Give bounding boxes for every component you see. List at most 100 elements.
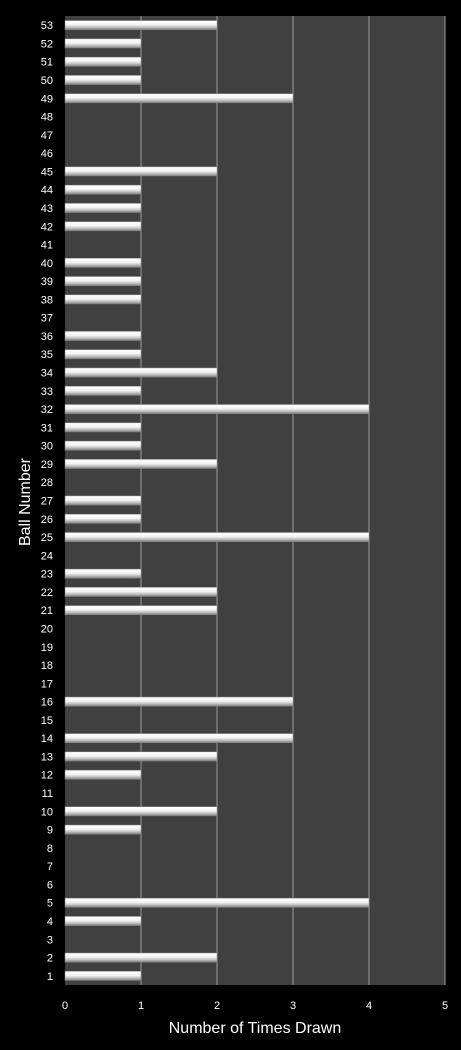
bar-ball-42: [64, 221, 142, 232]
y-tick-label: 22: [41, 587, 53, 599]
y-tick-label: 12: [41, 770, 53, 782]
y-tick-label: 2: [47, 953, 53, 965]
bar-ball-2: [64, 952, 218, 963]
bar-ball-23: [64, 568, 142, 579]
y-tick-label: 41: [41, 240, 53, 252]
bar-ball-52: [64, 38, 142, 49]
bar-ball-10: [64, 806, 218, 817]
bar-ball-9: [64, 824, 142, 835]
x-tick-label: 0: [62, 1000, 68, 1012]
y-tick-label: 19: [41, 642, 53, 654]
bar-ball-50: [64, 75, 142, 85]
y-tick-label: 44: [41, 185, 53, 197]
y-tick-label: 20: [41, 623, 53, 635]
y-tick-label: 6: [47, 879, 53, 891]
y-tick-label: 5: [47, 898, 53, 910]
bar-ball-21: [64, 605, 218, 616]
y-tick-label: 53: [41, 20, 53, 32]
y-tick-label: 16: [41, 697, 53, 709]
y-tick-label: 31: [41, 422, 53, 434]
y-tick-label: 28: [41, 477, 53, 489]
y-tick-label: 23: [41, 569, 53, 581]
y-tick-label: 11: [42, 788, 53, 800]
x-axis-title: Number of Times Drawn: [169, 1020, 342, 1037]
bar-ball-38: [64, 294, 142, 305]
y-tick-label: 48: [41, 112, 53, 124]
y-tick-label: 42: [41, 221, 53, 233]
x-tick-label: 5: [442, 1000, 448, 1012]
y-tick-label: 30: [41, 441, 53, 453]
y-tick-label: 34: [41, 368, 53, 380]
bar-ball-53: [64, 20, 218, 30]
y-tick-label: 15: [41, 715, 53, 727]
y-tick-label: 3: [47, 934, 53, 946]
y-tick-label: 14: [41, 733, 53, 745]
bar-ball-32: [64, 404, 370, 414]
y-tick-label: 51: [41, 57, 53, 69]
y-tick-label: 25: [41, 532, 53, 544]
y-tick-label: 21: [41, 605, 53, 617]
y-tick-label: 13: [41, 751, 53, 763]
y-tick-label: 32: [41, 404, 53, 416]
bar-ball-5: [64, 897, 370, 908]
bar-ball-51: [64, 56, 142, 67]
y-tick-label: 24: [41, 550, 53, 562]
y-axis-title: Ball Number: [17, 457, 34, 546]
bar-ball-30: [64, 440, 142, 451]
y-tick-label: 29: [41, 459, 53, 471]
bar-ball-13: [64, 751, 218, 762]
y-tick-label: 1: [47, 971, 53, 983]
y-tick-label: 27: [41, 496, 53, 508]
bar-ball-27: [64, 495, 142, 506]
y-tick-label: 47: [41, 130, 53, 142]
bar-ball-1: [64, 971, 142, 981]
x-tick-labels: 0 1 2 3 4 5: [62, 1000, 448, 1012]
x-tick-label: 2: [214, 1000, 220, 1012]
bar-ball-49: [64, 93, 294, 104]
bar-ball-40: [64, 258, 142, 268]
y-tick-label: 9: [47, 825, 53, 837]
bar-ball-34: [64, 367, 218, 378]
bar-ball-45: [64, 166, 218, 177]
bar-ball-35: [64, 349, 142, 360]
y-tick-label: 10: [41, 806, 53, 818]
y-tick-label: 35: [41, 349, 53, 361]
y-tick-label: 46: [41, 148, 53, 160]
y-tick-label: 37: [41, 313, 53, 325]
y-tick-label: 45: [41, 166, 53, 178]
bar-ball-25: [64, 532, 370, 542]
y-tick-label: 40: [41, 258, 53, 270]
x-tick-label: 1: [138, 1000, 144, 1012]
x-tick-label: 4: [366, 1000, 372, 1012]
y-tick-label: 7: [47, 861, 53, 873]
bar-ball-4: [64, 916, 142, 926]
y-tick-label: 52: [41, 38, 53, 50]
y-tick-label: 4: [47, 916, 53, 928]
y-tick-label: 49: [41, 93, 53, 105]
bar-ball-36: [64, 331, 142, 341]
y-tick-label: 50: [41, 75, 53, 87]
bar-ball-26: [64, 513, 142, 524]
bar-ball-14: [64, 733, 294, 744]
y-tick-label: 39: [41, 276, 53, 288]
y-tick-label: 26: [41, 514, 53, 526]
y-tick-labels: 1234567891011121314151617181920212223242…: [41, 20, 53, 983]
bar-ball-44: [64, 184, 142, 195]
y-tick-label: 8: [47, 843, 53, 855]
y-tick-label: 36: [41, 331, 53, 343]
y-tick-label: 17: [41, 678, 53, 690]
y-tick-label: 38: [41, 294, 53, 306]
bar-ball-43: [64, 203, 142, 213]
bar-ball-39: [64, 276, 142, 286]
bar-ball-12: [64, 769, 142, 780]
bar-ball-31: [64, 422, 142, 433]
y-tick-label: 33: [41, 386, 53, 398]
bar-ball-16: [64, 696, 294, 707]
bars: [64, 20, 370, 981]
y-tick-label: 18: [41, 660, 53, 672]
bar-ball-22: [64, 587, 218, 597]
bar-ball-29: [64, 459, 218, 469]
y-tick-label: 43: [41, 203, 53, 215]
x-tick-label: 3: [290, 1000, 296, 1012]
